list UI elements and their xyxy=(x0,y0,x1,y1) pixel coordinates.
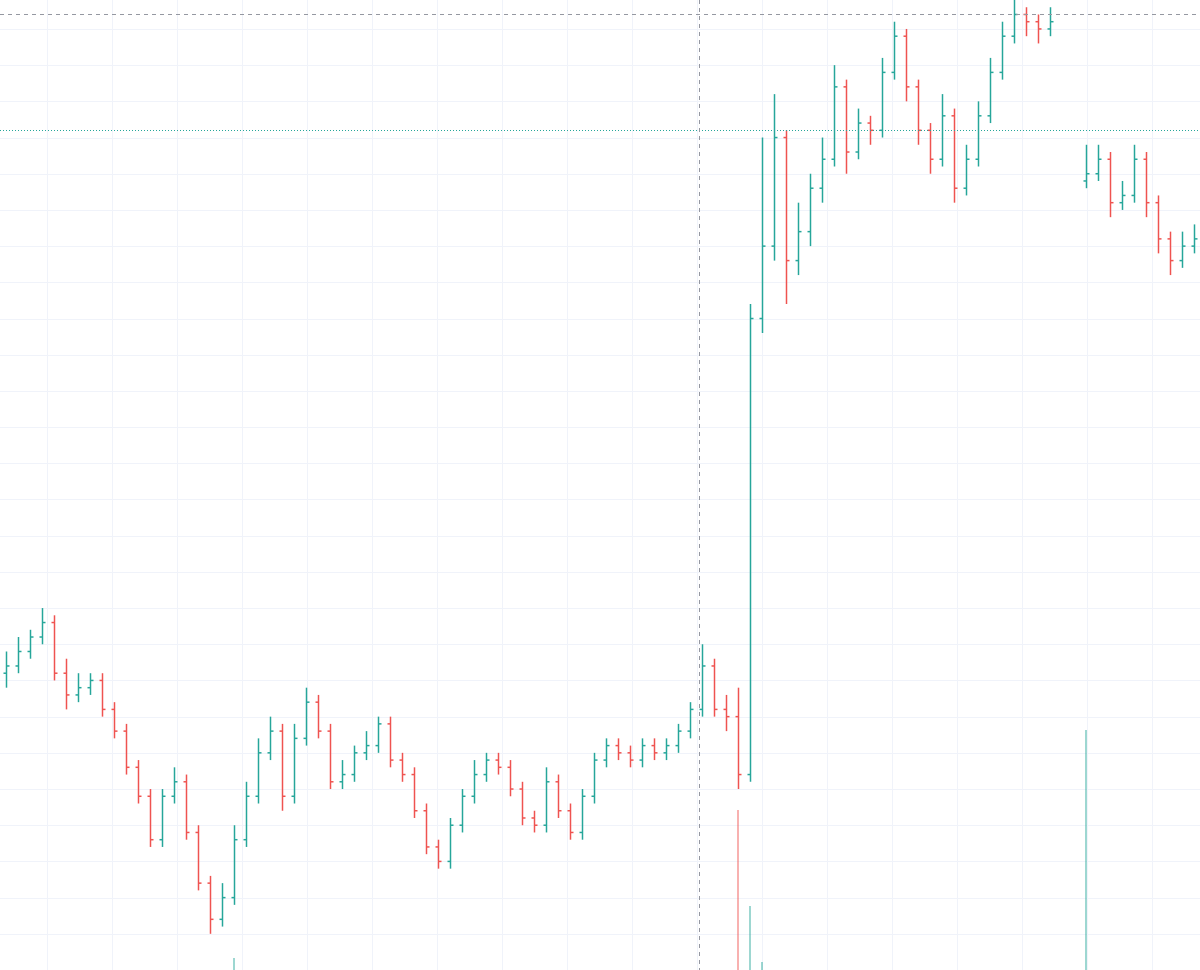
volume-bar xyxy=(749,906,751,970)
volume-bar xyxy=(1085,730,1087,970)
volume-bar xyxy=(233,958,235,970)
volume-bar xyxy=(761,962,763,970)
volume-bar xyxy=(737,810,739,970)
